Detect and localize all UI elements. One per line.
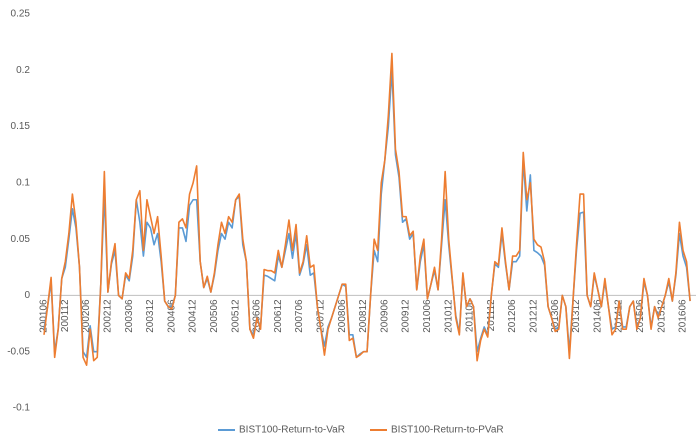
y-tick-label: -0.1 xyxy=(13,403,31,414)
x-tick-label: 200206 xyxy=(81,299,92,333)
y-tick-label: 0 xyxy=(24,290,30,301)
y-tick-label: 0.15 xyxy=(11,121,31,132)
x-tick-label: 201212 xyxy=(529,299,540,333)
x-tick-label: 200806 xyxy=(337,299,348,333)
x-tick-label: 200312 xyxy=(145,299,156,333)
x-tick-label: 201206 xyxy=(507,299,518,333)
x-tick-label: 200412 xyxy=(188,299,199,333)
x-tick-label: 200212 xyxy=(103,299,114,333)
y-tick-label: 0.2 xyxy=(16,65,30,76)
x-tick-label: 201312 xyxy=(571,299,582,333)
x-tick-label: 201412 xyxy=(614,299,625,333)
x-tick-label: 201606 xyxy=(678,299,689,333)
x-tick-label: 201112 xyxy=(486,299,497,331)
x-tick-label: 200506 xyxy=(209,299,220,333)
x-tick-label: 200306 xyxy=(124,299,135,333)
x-tick-label: 200406 xyxy=(166,299,177,333)
x-tick-label: 201106 xyxy=(465,299,476,332)
y-tick-label: 0.05 xyxy=(11,234,31,245)
x-tick-label: 201512 xyxy=(656,299,667,333)
x-tick-label: 200812 xyxy=(358,299,369,333)
x-tick-label: 200706 xyxy=(294,299,305,333)
x-tick-label: 200912 xyxy=(401,299,412,333)
x-tick-label: 201006 xyxy=(422,299,433,333)
x-tick-label: 200512 xyxy=(230,299,241,333)
x-tick-label: 200712 xyxy=(316,299,327,333)
y-tick-label: -0.05 xyxy=(7,346,30,357)
y-tick-label: 0.25 xyxy=(11,9,31,20)
legend-label: BIST100-Return-to-PVaR xyxy=(391,425,504,436)
x-tick-label: 201012 xyxy=(443,299,454,333)
x-tick-label: 201306 xyxy=(550,299,561,333)
x-tick-label: 200612 xyxy=(273,299,284,333)
legend-label: BIST100-Return-to-VaR xyxy=(239,425,345,436)
y-tick-label: 0.1 xyxy=(16,177,30,188)
x-tick-label: 200106 xyxy=(39,299,50,333)
x-tick-label: 201406 xyxy=(592,299,603,333)
x-tick-label: 200606 xyxy=(252,299,263,333)
x-tick-label: 200112 xyxy=(60,299,71,332)
x-tick-label: 200906 xyxy=(379,299,390,333)
series-line xyxy=(43,52,691,367)
